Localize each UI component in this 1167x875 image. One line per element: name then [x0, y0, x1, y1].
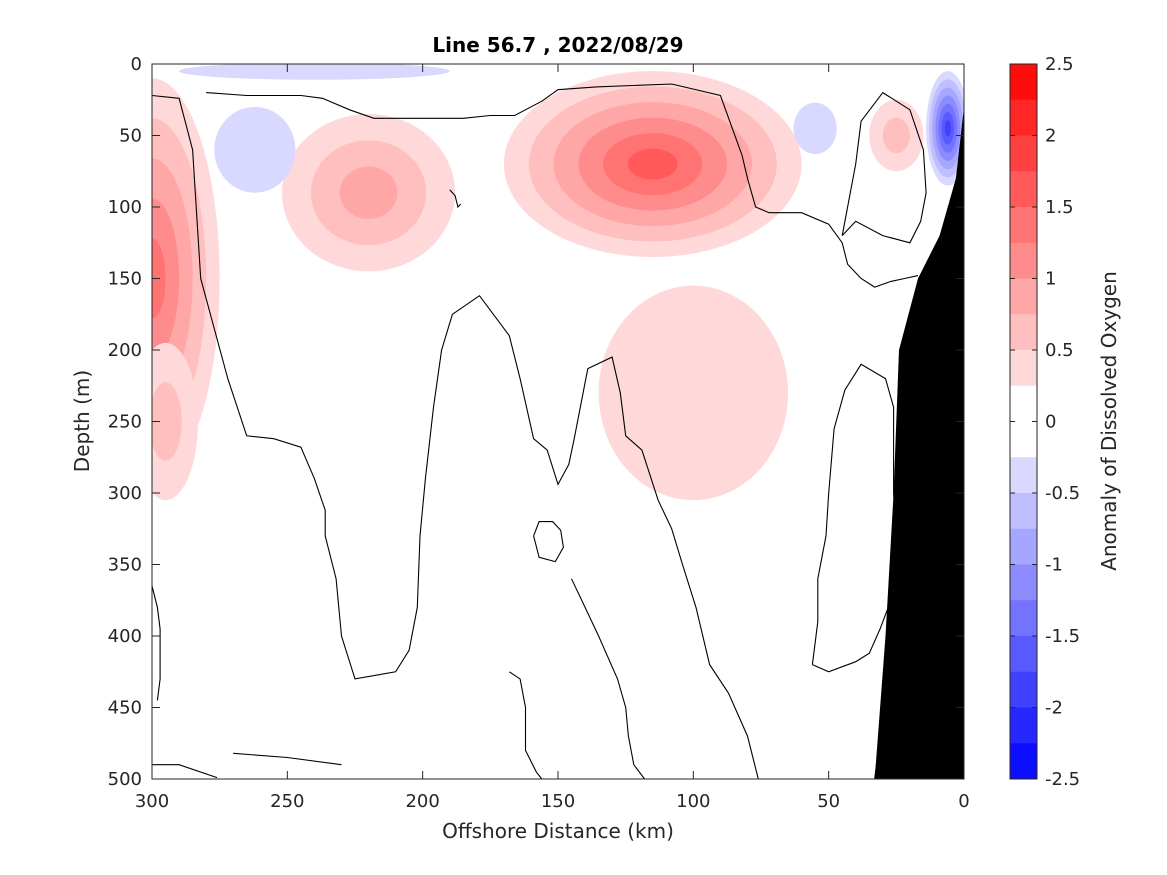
anomaly-feature-9	[179, 64, 450, 80]
anomaly-feature-5	[598, 285, 789, 501]
zero-contour-2	[152, 585, 161, 701]
colorbar: 2.5 2 1.5 1 0.5 0 -0.5 -1 -1.5 -2 -2.5	[1009, 54, 1080, 790]
colorbar-segment	[1010, 528, 1037, 565]
y-tick-label: 250	[108, 412, 142, 433]
y-tick-label: 350	[108, 555, 142, 576]
colorbar-tick-label: 2	[1045, 126, 1056, 147]
anomaly-feature-10	[926, 71, 964, 186]
y-tick-label: 450	[108, 698, 142, 719]
x-tick-label: 0	[958, 791, 969, 812]
colorbar-segment	[1010, 171, 1037, 208]
anomaly-level	[152, 382, 182, 461]
colorbar-segment	[1010, 278, 1037, 315]
colorbar-segment	[1010, 743, 1037, 780]
y-tick-label: 150	[108, 269, 142, 290]
zero-contour-8	[533, 521, 564, 563]
anomaly-feature-8	[793, 102, 837, 155]
colorbar-segment	[1010, 135, 1037, 172]
anomaly-level	[179, 64, 450, 80]
x-axis: 300 250 200 150 100 50 0	[135, 64, 970, 812]
y-tick-label: 500	[108, 769, 142, 790]
zero-contour-3	[152, 764, 218, 779]
x-tick-label: 300	[135, 791, 169, 812]
zero-contour-9	[571, 578, 646, 779]
x-tick-label: 100	[676, 791, 710, 812]
colorbar-tick-label: -2	[1045, 698, 1063, 719]
colorbar-segment	[1010, 350, 1037, 387]
colorbar-segment	[1010, 64, 1037, 101]
anomaly-level	[944, 120, 951, 137]
zero-contour-6	[841, 91, 927, 244]
zero-contour-11	[449, 189, 462, 209]
colorbar-segment	[1010, 242, 1037, 279]
colorbar-label: Anomaly of Dissolved Oxygen	[1097, 271, 1121, 571]
colorbar-segment	[1010, 207, 1037, 244]
plot-area	[151, 63, 965, 780]
colorbar-tick-label: 2.5	[1045, 54, 1074, 75]
x-tick-label: 200	[405, 791, 439, 812]
anomaly-level	[598, 285, 789, 501]
anomaly-feature-2	[152, 342, 199, 501]
colorbar-tick-label: -1	[1045, 555, 1063, 576]
y-tick-label: 50	[119, 126, 142, 147]
anomaly-field	[152, 64, 964, 501]
colorbar-tick-label: -0.5	[1045, 483, 1080, 504]
anomaly-feature-7	[214, 106, 296, 193]
colorbar-tick-label: 1.5	[1045, 197, 1074, 218]
colorbar-tick-label: 0.5	[1045, 340, 1074, 361]
anomaly-level	[882, 117, 910, 154]
x-tick-label: 250	[270, 791, 304, 812]
colorbar-tick-label: 1	[1045, 269, 1056, 290]
zero-contour-7	[508, 671, 543, 779]
colorbar-segment	[1010, 564, 1037, 601]
colorbar-segment	[1010, 493, 1037, 530]
zero-contour-5	[811, 363, 900, 673]
zero-contour-12	[233, 752, 342, 766]
anomaly-feature-6	[869, 99, 924, 172]
x-tick-label: 50	[817, 791, 840, 812]
zero-contour-lines	[152, 83, 960, 779]
colorbar-segment	[1010, 707, 1037, 744]
colorbar-segment	[1010, 600, 1037, 637]
anomaly-level	[339, 166, 398, 219]
colorbar-tick-label: -2.5	[1045, 769, 1080, 790]
y-axis: 0 50 100 150 200 250 300 350 400 450 500	[108, 54, 964, 790]
x-axis-label: Offshore Distance (km)	[442, 819, 674, 843]
colorbar-segment	[1010, 385, 1037, 422]
colorbar-segment	[1010, 421, 1037, 458]
y-tick-label: 300	[108, 483, 142, 504]
colorbar-segment	[1010, 671, 1037, 708]
y-tick-label: 100	[108, 197, 142, 218]
bathymetry-mask	[874, 106, 964, 779]
chart-title: Line 56.7 , 2022/08/29	[432, 33, 683, 57]
colorbar-segment	[1010, 636, 1037, 673]
y-tick-label: 200	[108, 340, 142, 361]
colorbar-segment	[1010, 99, 1037, 136]
colorbar-segment	[1010, 457, 1037, 494]
colorbar-tick-label: 0	[1045, 412, 1056, 433]
y-tick-label: 0	[131, 54, 142, 75]
anomaly-feature-3	[281, 114, 456, 272]
colorbar-tick-label: -1.5	[1045, 626, 1080, 647]
anomaly-level	[214, 106, 296, 193]
anomaly-level	[793, 102, 837, 155]
anomaly-feature-4	[503, 71, 802, 258]
zero-contour-10	[206, 83, 919, 288]
anomaly-level	[627, 148, 678, 180]
x-tick-label: 150	[541, 791, 575, 812]
colorbar-segment	[1010, 314, 1037, 351]
zero-contour-1	[152, 94, 759, 779]
y-tick-label: 400	[108, 626, 142, 647]
y-axis-label: Depth (m)	[70, 370, 94, 472]
